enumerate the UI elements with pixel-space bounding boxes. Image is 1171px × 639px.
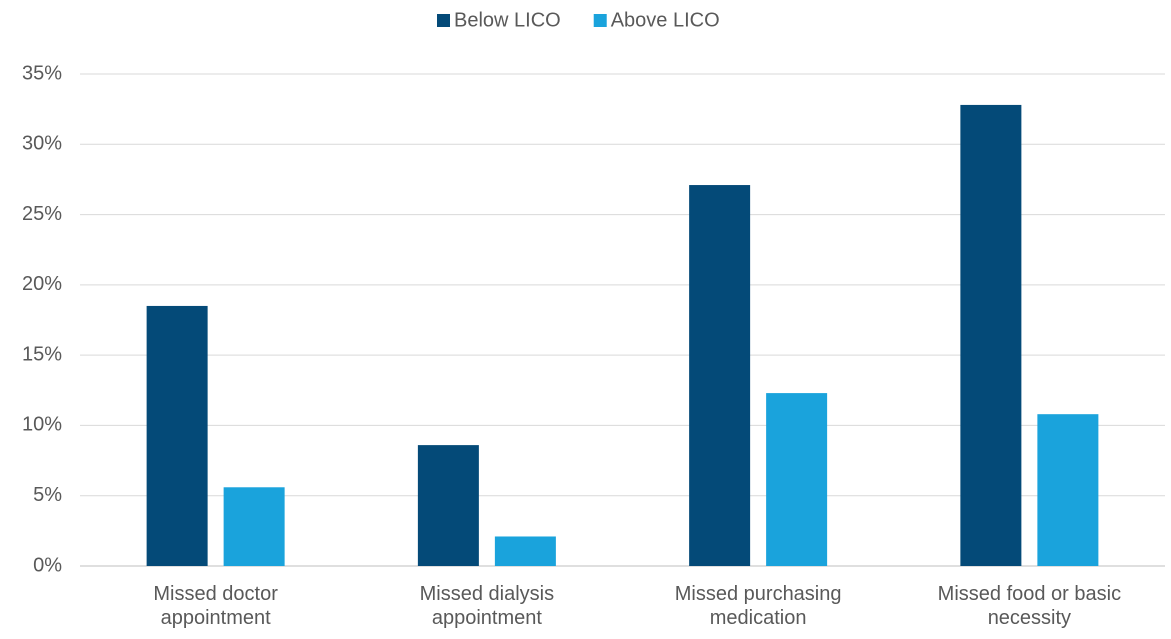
legend-swatch: [437, 14, 450, 27]
y-tick-label: 25%: [22, 203, 62, 225]
y-tick-label: 10%: [22, 414, 62, 436]
legend-swatch: [593, 14, 607, 27]
legend-label: Below LICO: [454, 9, 561, 31]
bar: [417, 445, 479, 566]
legend-label: Above LICO: [611, 9, 720, 31]
bar: [766, 393, 828, 566]
bar: [494, 536, 556, 566]
x-tick-label: Missed purchasing medication: [674, 583, 842, 629]
y-tick-label: 5%: [33, 484, 62, 506]
y-tick-label: 30%: [22, 133, 62, 155]
bar: [146, 305, 208, 566]
y-tick-label: 35%: [22, 62, 62, 84]
bar: [960, 104, 1022, 566]
x-tick-label: Missed food or basic necessity: [937, 583, 1122, 629]
x-tick-label: Missed doctor appointment: [153, 583, 278, 629]
bar: [689, 185, 751, 566]
bar: [1037, 414, 1099, 566]
bar: [223, 487, 285, 566]
y-tick-label: 15%: [22, 343, 62, 365]
y-tick-label: 20%: [22, 273, 62, 295]
y-tick-label: 0%: [33, 554, 62, 576]
x-tick-label: Missed dialysis appointment: [419, 583, 555, 629]
